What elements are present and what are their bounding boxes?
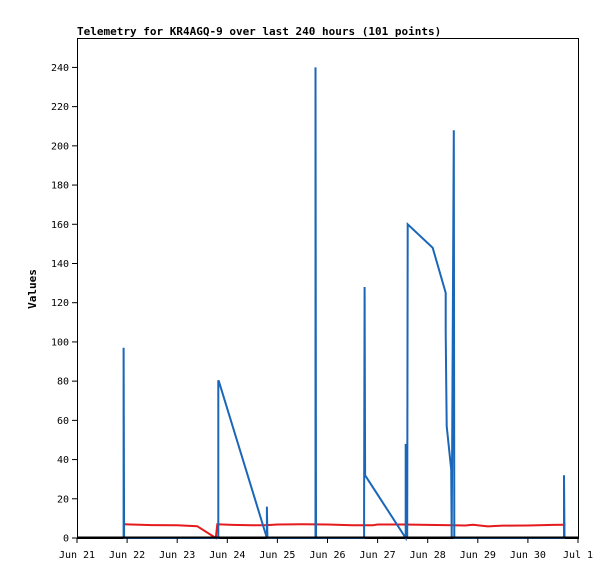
y-tick-label: 100 xyxy=(51,337,69,348)
y-tick-label: 240 xyxy=(51,63,69,74)
series-layer xyxy=(122,67,566,542)
x-tick-label: Jun 21 xyxy=(59,550,95,561)
y-tick-label: 0 xyxy=(63,534,69,545)
y-tick-label: 200 xyxy=(51,141,69,152)
y-tick-label: 80 xyxy=(57,377,69,388)
series-line-1 xyxy=(124,523,566,540)
x-tick-label: Jun 24 xyxy=(209,550,245,561)
plot-frame xyxy=(77,38,579,539)
x-tick-label: Jun 28 xyxy=(410,550,446,561)
y-tick-label: 140 xyxy=(51,259,69,270)
y-axis-label: Values xyxy=(26,269,39,309)
y-tick-label: 220 xyxy=(51,102,69,113)
y-tick-label: 60 xyxy=(57,416,69,427)
x-tick-label: Jul 1 xyxy=(563,550,593,561)
x-tick-label: Jun 25 xyxy=(259,550,295,561)
chart-title: Telemetry for KR4AGQ-9 over last 240 hou… xyxy=(77,25,441,38)
y-tick-label: 120 xyxy=(51,298,69,309)
y-tick-label: 160 xyxy=(51,220,69,231)
y-tick-label: 40 xyxy=(57,455,69,466)
x-tick-label: Jun 30 xyxy=(510,550,546,561)
x-tick-label: Jun 26 xyxy=(309,550,345,561)
x-tick-label: Jun 22 xyxy=(109,550,145,561)
y-tick-label: 20 xyxy=(57,494,69,505)
x-tick-label: Jun 27 xyxy=(360,550,396,561)
y-tick-label: 180 xyxy=(51,181,69,192)
x-tick-label: Jun 29 xyxy=(460,550,496,561)
axis-layer: 0 20 40 60 80 100 120 140 160 180 200 220 240 Jun 21 J… xyxy=(51,63,593,561)
series-line-2 xyxy=(122,67,566,542)
x-tick-label: Jun 23 xyxy=(159,550,195,561)
